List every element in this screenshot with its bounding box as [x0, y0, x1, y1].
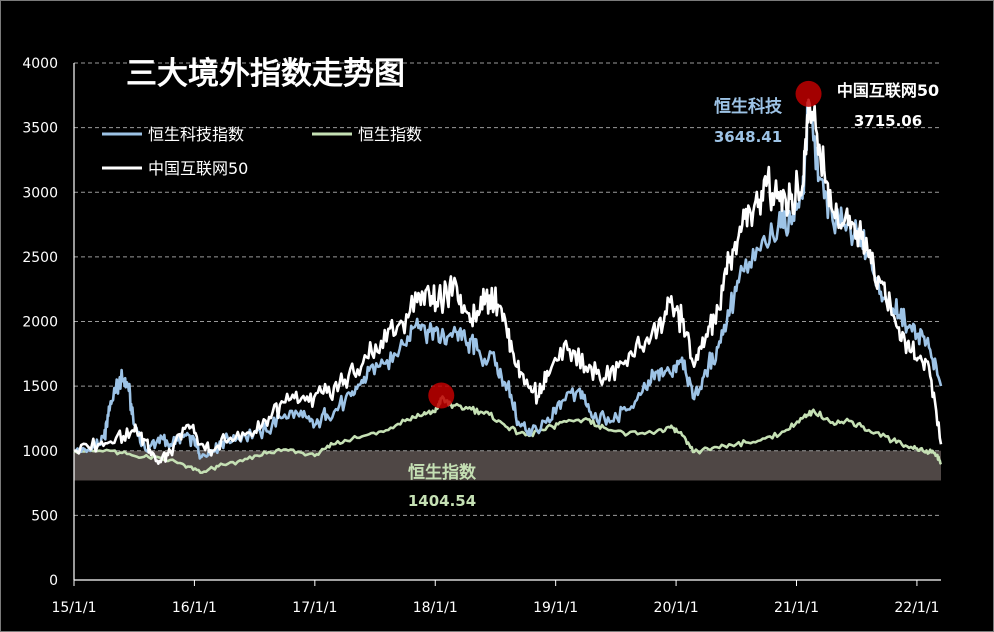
y-tick-label: 2500	[22, 250, 58, 266]
x-tick-label: 21/1/1	[774, 600, 819, 616]
series-line-2	[73, 98, 943, 465]
legend-label-0: 恒生科技指数	[148, 125, 244, 144]
y-tick-label: 3500	[22, 121, 58, 137]
x-tick-label: 16/1/1	[172, 600, 217, 616]
x-tick-label: 19/1/1	[533, 600, 578, 616]
chart-title: 三大境外指数走势图	[126, 56, 405, 92]
x-tick-label: 17/1/1	[292, 600, 337, 616]
y-tick-label: 4000	[22, 56, 58, 72]
peak-marker-top	[795, 80, 822, 107]
series-line-0	[73, 101, 943, 460]
legend-label-2: 中国互联网50	[148, 159, 248, 178]
y-tick-label: 1500	[22, 379, 58, 395]
y-tick-label: 500	[31, 508, 58, 524]
y-tick-label: 2000	[22, 315, 58, 331]
y-tick-label: 0	[49, 573, 58, 589]
legend-label-1: 恒生指数	[358, 125, 422, 144]
x-tick-label: 20/1/1	[654, 600, 699, 616]
x-tick-label: 22/1/1	[894, 600, 939, 616]
series-line-1	[73, 395, 943, 474]
annotation-label-hstech: 恒生科技	[714, 96, 783, 117]
x-tick-label: 15/1/1	[51, 600, 96, 616]
y-tick-label: 3000	[22, 185, 58, 201]
y-tick-label: 1000	[22, 444, 58, 460]
annotation-label-hsi: 恒生指数	[408, 462, 477, 483]
annotation-label-internet50: 中国互联网50	[837, 81, 939, 100]
peak-marker-hsi	[428, 382, 455, 409]
annotation-value-internet50: 3715.06	[854, 112, 922, 130]
annotation-value-hsi: 1404.54	[408, 492, 476, 510]
annotation-value-hstech: 3648.41	[714, 128, 782, 146]
x-tick-label: 18/1/1	[413, 600, 458, 616]
